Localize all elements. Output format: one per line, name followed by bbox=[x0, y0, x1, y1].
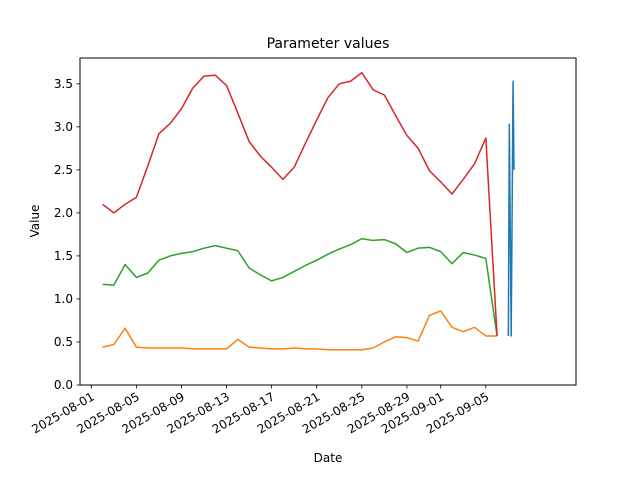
plot-frame bbox=[79, 57, 577, 386]
y-tick-label: 3.0 bbox=[54, 120, 73, 134]
series-line-4 bbox=[102, 71, 498, 336]
y-tick-label: 0.5 bbox=[54, 335, 73, 349]
y-axis: 0.0 0.5 1.0 1.5 2.0 2.5 3.0 3.5 bbox=[54, 77, 80, 392]
y-tick-label: 1.0 bbox=[54, 292, 73, 306]
y-tick-label: 2.0 bbox=[54, 206, 73, 220]
chart-title: Parameter values bbox=[267, 36, 390, 52]
y-tick-label: 1.5 bbox=[54, 249, 73, 263]
y-tick-label: 0.0 bbox=[54, 378, 73, 392]
y-axis-label: Value bbox=[28, 205, 42, 238]
y-tick-label: 2.5 bbox=[54, 163, 73, 177]
series-line-3 bbox=[102, 237, 498, 337]
series-line-2 bbox=[102, 310, 498, 351]
x-axis-label: Date bbox=[314, 451, 343, 465]
series-line-1 bbox=[507, 80, 515, 337]
series-layer bbox=[102, 71, 515, 351]
y-tick-label: 3.5 bbox=[54, 77, 73, 91]
